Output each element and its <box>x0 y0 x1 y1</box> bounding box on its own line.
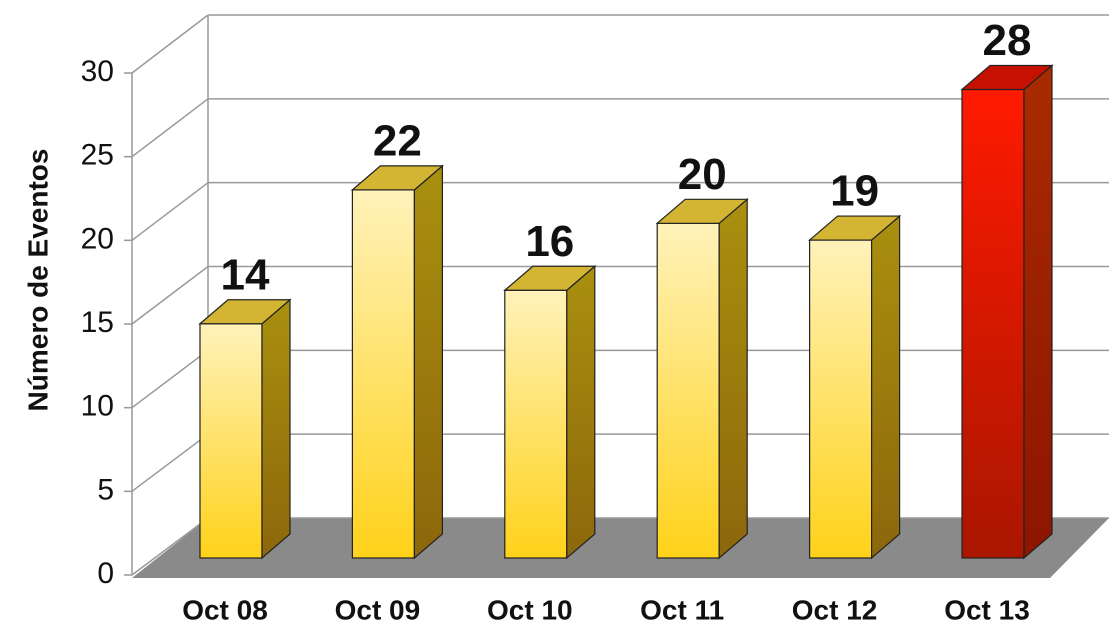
bar-front <box>504 289 568 559</box>
data-label: 20 <box>678 150 727 199</box>
bar-side <box>413 164 443 560</box>
bar-side <box>870 214 901 560</box>
x-tick-label: Oct 11 <box>640 594 724 625</box>
bar-top <box>655 198 749 224</box>
x-tick-label: Oct 10 <box>487 594 573 625</box>
bar <box>198 298 292 560</box>
bar-top <box>503 265 597 291</box>
grid-line <box>131 517 209 576</box>
bar-top <box>807 215 902 241</box>
bar-front <box>199 323 263 559</box>
bar <box>350 164 445 560</box>
bar-top <box>960 64 1054 91</box>
grid-line <box>131 433 209 492</box>
grid-line <box>131 349 209 409</box>
bar-side <box>261 298 291 560</box>
bar-side <box>566 264 596 560</box>
bar-side <box>718 198 748 560</box>
x-tick-label: Oct 08 <box>182 594 268 625</box>
bar-side <box>1023 64 1053 560</box>
y-tick-label: 10 <box>81 390 114 423</box>
data-label: 16 <box>525 217 574 266</box>
bar <box>503 264 597 560</box>
grid-line <box>131 14 209 74</box>
bar-top <box>198 299 292 325</box>
data-label: 28 <box>983 16 1032 65</box>
bar-front <box>656 222 720 559</box>
bar-front <box>808 239 873 559</box>
grid-line <box>131 182 209 241</box>
grid-line <box>131 98 209 158</box>
y-axis-title: Número de Eventos <box>22 149 53 412</box>
bar <box>655 198 749 560</box>
bar <box>807 214 902 560</box>
y-tick-label: 25 <box>81 139 114 172</box>
x-tick-label: Oct 12 <box>792 594 878 625</box>
y-tick-label: 0 <box>97 557 114 590</box>
y-tick-label: 30 <box>81 55 114 88</box>
grid-line <box>131 265 209 325</box>
data-label: 14 <box>221 250 270 299</box>
data-label: 19 <box>830 167 879 216</box>
bar <box>960 64 1054 560</box>
data-label: 22 <box>373 116 422 165</box>
x-tick-label: Oct 13 <box>944 594 1030 625</box>
bar-front <box>961 88 1025 559</box>
y-tick-label: 15 <box>81 306 114 339</box>
x-tick-label: Oct 09 <box>335 594 421 625</box>
bar-top <box>350 165 445 191</box>
bar-front <box>351 189 415 559</box>
y-tick-label: 20 <box>81 222 114 255</box>
y-tick-label: 5 <box>97 473 114 506</box>
